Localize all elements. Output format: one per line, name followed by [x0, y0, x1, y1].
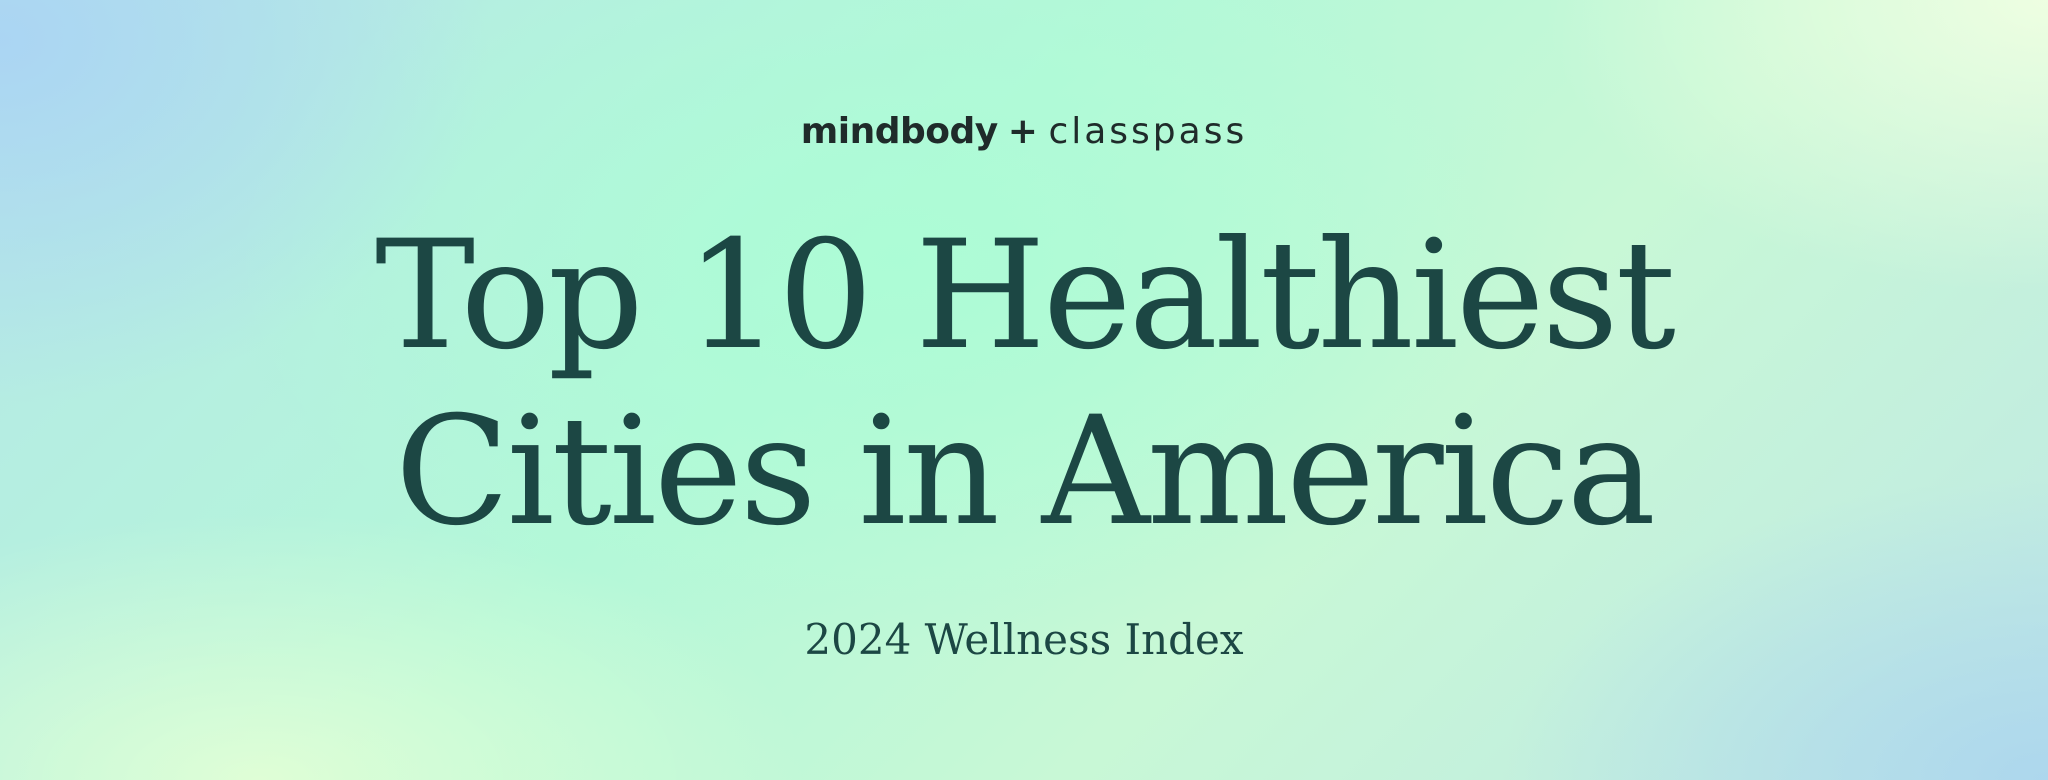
mindbody-logo-text: mindbody — [800, 111, 999, 152]
classpass-logo-text: classpass — [1048, 111, 1248, 152]
subtitle: 2024 Wellness Index — [804, 615, 1244, 664]
headline-line-2: Cities in America — [394, 385, 1656, 559]
brand-logo: mindbody + classpass — [0, 108, 2048, 156]
plus-sign: + — [1007, 111, 1039, 152]
headline-line-1: Top 10 Healthiest — [375, 209, 1676, 383]
